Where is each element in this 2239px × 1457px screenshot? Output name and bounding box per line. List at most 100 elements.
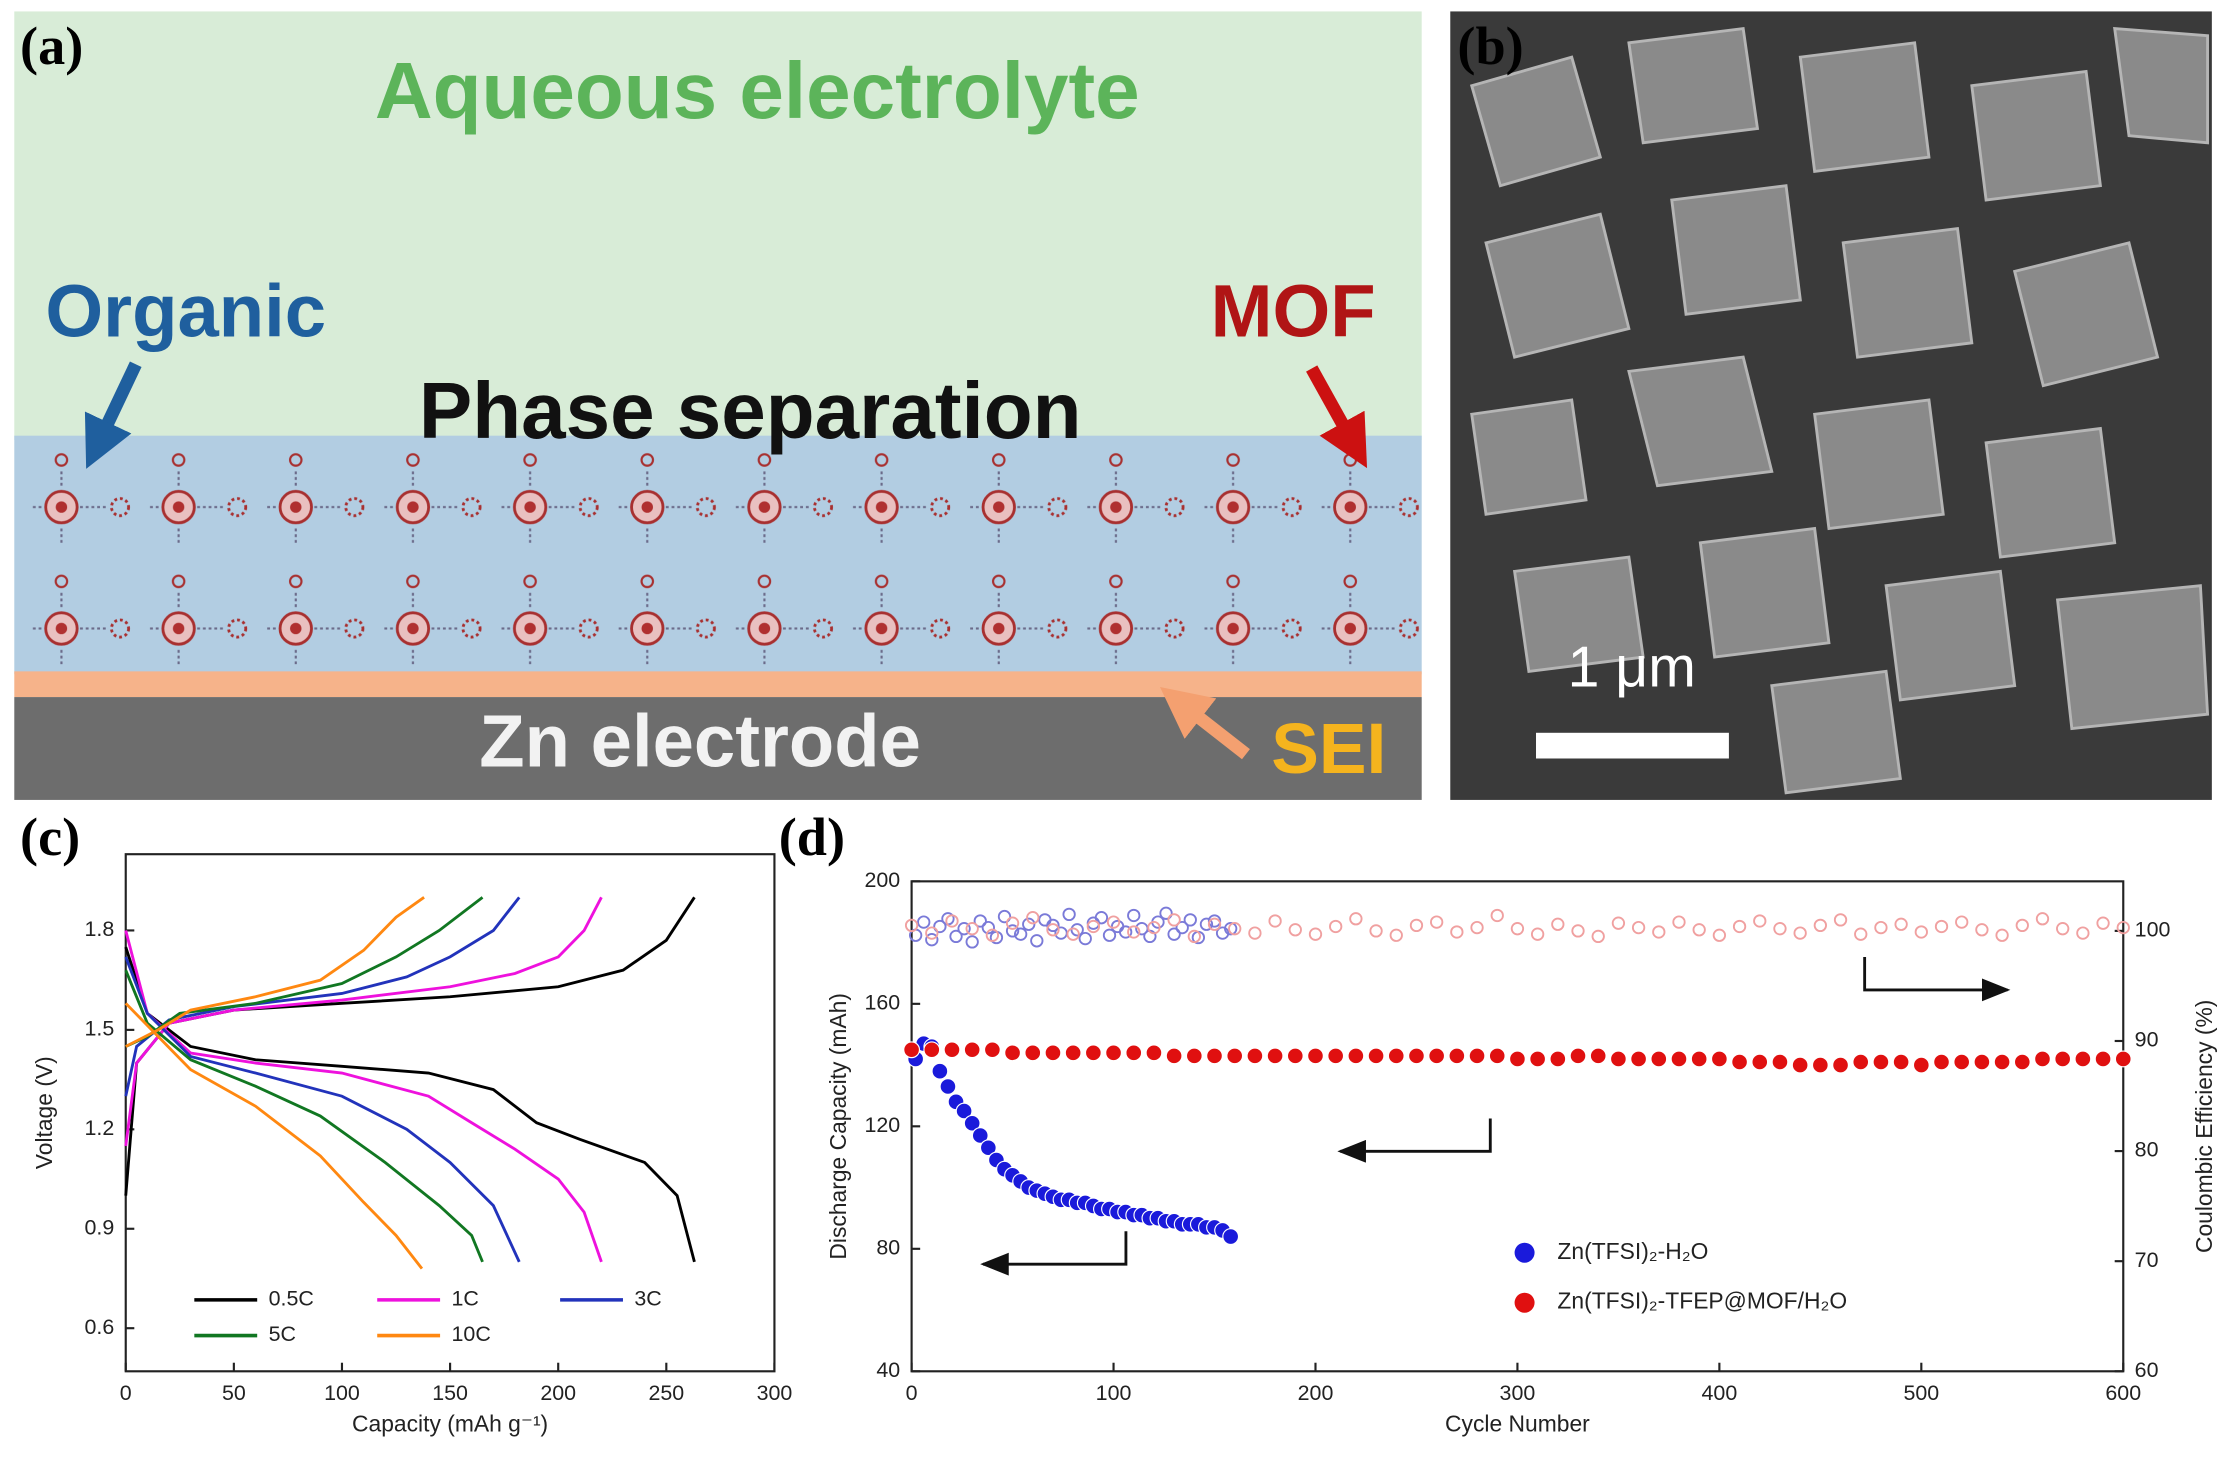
- panel-label: (c): [20, 807, 80, 867]
- point: [1813, 918, 1827, 933]
- sei-layer: [14, 671, 1422, 698]
- curve: [125, 896, 425, 1048]
- point: [1222, 1228, 1240, 1245]
- point: [1167, 927, 1181, 941]
- y-tick-label: 160: [864, 990, 900, 1014]
- point: [957, 922, 971, 936]
- point: [1872, 1053, 1890, 1071]
- point: [933, 919, 947, 934]
- point: [1609, 1050, 1627, 1068]
- point: [1611, 916, 1626, 930]
- point: [1119, 925, 1133, 939]
- x-tick-label: 200: [540, 1381, 576, 1405]
- point: [1030, 934, 1044, 948]
- curve: [124, 969, 484, 1263]
- arrow: [1306, 365, 1368, 469]
- mof-lattice: [14, 435, 1422, 675]
- legend-label: 10C: [452, 1322, 491, 1346]
- point: [1672, 915, 1686, 929]
- y2-tick-label: 90: [2135, 1028, 2159, 1052]
- point: [1062, 907, 1076, 922]
- point: [1347, 1047, 1365, 1065]
- point: [949, 929, 963, 944]
- arrow: [980, 1231, 1128, 1276]
- point: [1771, 1053, 1789, 1071]
- x-tick-label: 0: [120, 1381, 132, 1405]
- point: [1488, 1047, 1506, 1065]
- point: [1199, 917, 1214, 931]
- legend-label: Zn(TFSI)₂-H₂O: [1557, 1238, 1708, 1264]
- point: [1026, 911, 1040, 925]
- point: [1811, 1056, 1829, 1074]
- point: [1349, 912, 1363, 926]
- y-tick-label: 1.8: [85, 917, 115, 941]
- point: [1934, 919, 1949, 934]
- point: [1428, 1047, 1446, 1065]
- point: [1933, 1053, 1950, 1071]
- point: [1105, 1044, 1122, 1062]
- x-tick-label: 600: [2105, 1381, 2141, 1405]
- legend-label: Zn(TFSI)₂-TFEP@MOF/H₂O: [1557, 1288, 1847, 1314]
- point: [1084, 1044, 1102, 1062]
- point: [2013, 1053, 2031, 1071]
- schematic: Aqueous electrolyte Organic MOF Phase se…: [14, 11, 1422, 800]
- x-tick-label: 100: [1096, 1381, 1132, 1405]
- point: [1106, 915, 1121, 929]
- y-axis-label: Voltage (V): [31, 1056, 57, 1169]
- point: [1490, 908, 1504, 923]
- point: [1022, 917, 1036, 931]
- point: [1044, 1044, 1062, 1062]
- point: [1246, 1047, 1264, 1065]
- point: [1468, 1047, 1486, 1065]
- y-tick-label: 1.5: [85, 1017, 115, 1041]
- point: [1773, 922, 1787, 936]
- point: [2074, 1050, 2092, 1068]
- point: [1589, 1047, 1607, 1065]
- point: [983, 1041, 1001, 1059]
- arrow: [1337, 1118, 1492, 1163]
- point: [1387, 1047, 1405, 1065]
- point: [1288, 923, 1302, 937]
- point: [1630, 1050, 1648, 1068]
- arrow: [1159, 686, 1250, 760]
- y-tick-label: 0.9: [85, 1215, 115, 1239]
- point: [1175, 920, 1189, 935]
- point: [1078, 931, 1092, 946]
- point: [939, 1078, 957, 1095]
- point: [1874, 920, 1888, 935]
- point: [1690, 1050, 1708, 1068]
- y-tick-label: 40: [876, 1358, 900, 1382]
- panel-label: (d): [779, 807, 845, 867]
- label: SEI: [1271, 709, 1386, 789]
- annotations: [980, 957, 2011, 1276]
- legend-label: 3C: [634, 1287, 661, 1311]
- x-tick-label: 150: [432, 1381, 468, 1405]
- point: [965, 922, 979, 936]
- point: [1409, 918, 1424, 933]
- point: [1670, 1050, 1688, 1068]
- point: [1224, 922, 1238, 936]
- point: [985, 928, 1000, 942]
- point: [1833, 913, 1848, 927]
- point: [1732, 919, 1747, 934]
- point: [945, 914, 959, 928]
- point: [1751, 1053, 1769, 1071]
- point: [971, 1127, 989, 1144]
- point: [1248, 926, 1262, 940]
- x-axis-label: Capacity (mAh g⁻¹): [352, 1411, 548, 1437]
- y2-tick-label: 60: [2135, 1358, 2159, 1382]
- point: [1226, 1047, 1244, 1065]
- point: [1448, 1047, 1466, 1065]
- point: [955, 1102, 973, 1120]
- point: [1710, 1050, 1728, 1068]
- point: [2056, 922, 2070, 936]
- curve: [124, 946, 696, 1263]
- point: [1470, 920, 1484, 935]
- point: [1791, 1056, 1809, 1074]
- point: [1046, 918, 1060, 933]
- legend-label: 0.5C: [269, 1287, 314, 1311]
- point: [1652, 925, 1666, 939]
- point: [1086, 919, 1100, 934]
- point: [1369, 924, 1383, 938]
- arrow: [1863, 957, 2011, 1002]
